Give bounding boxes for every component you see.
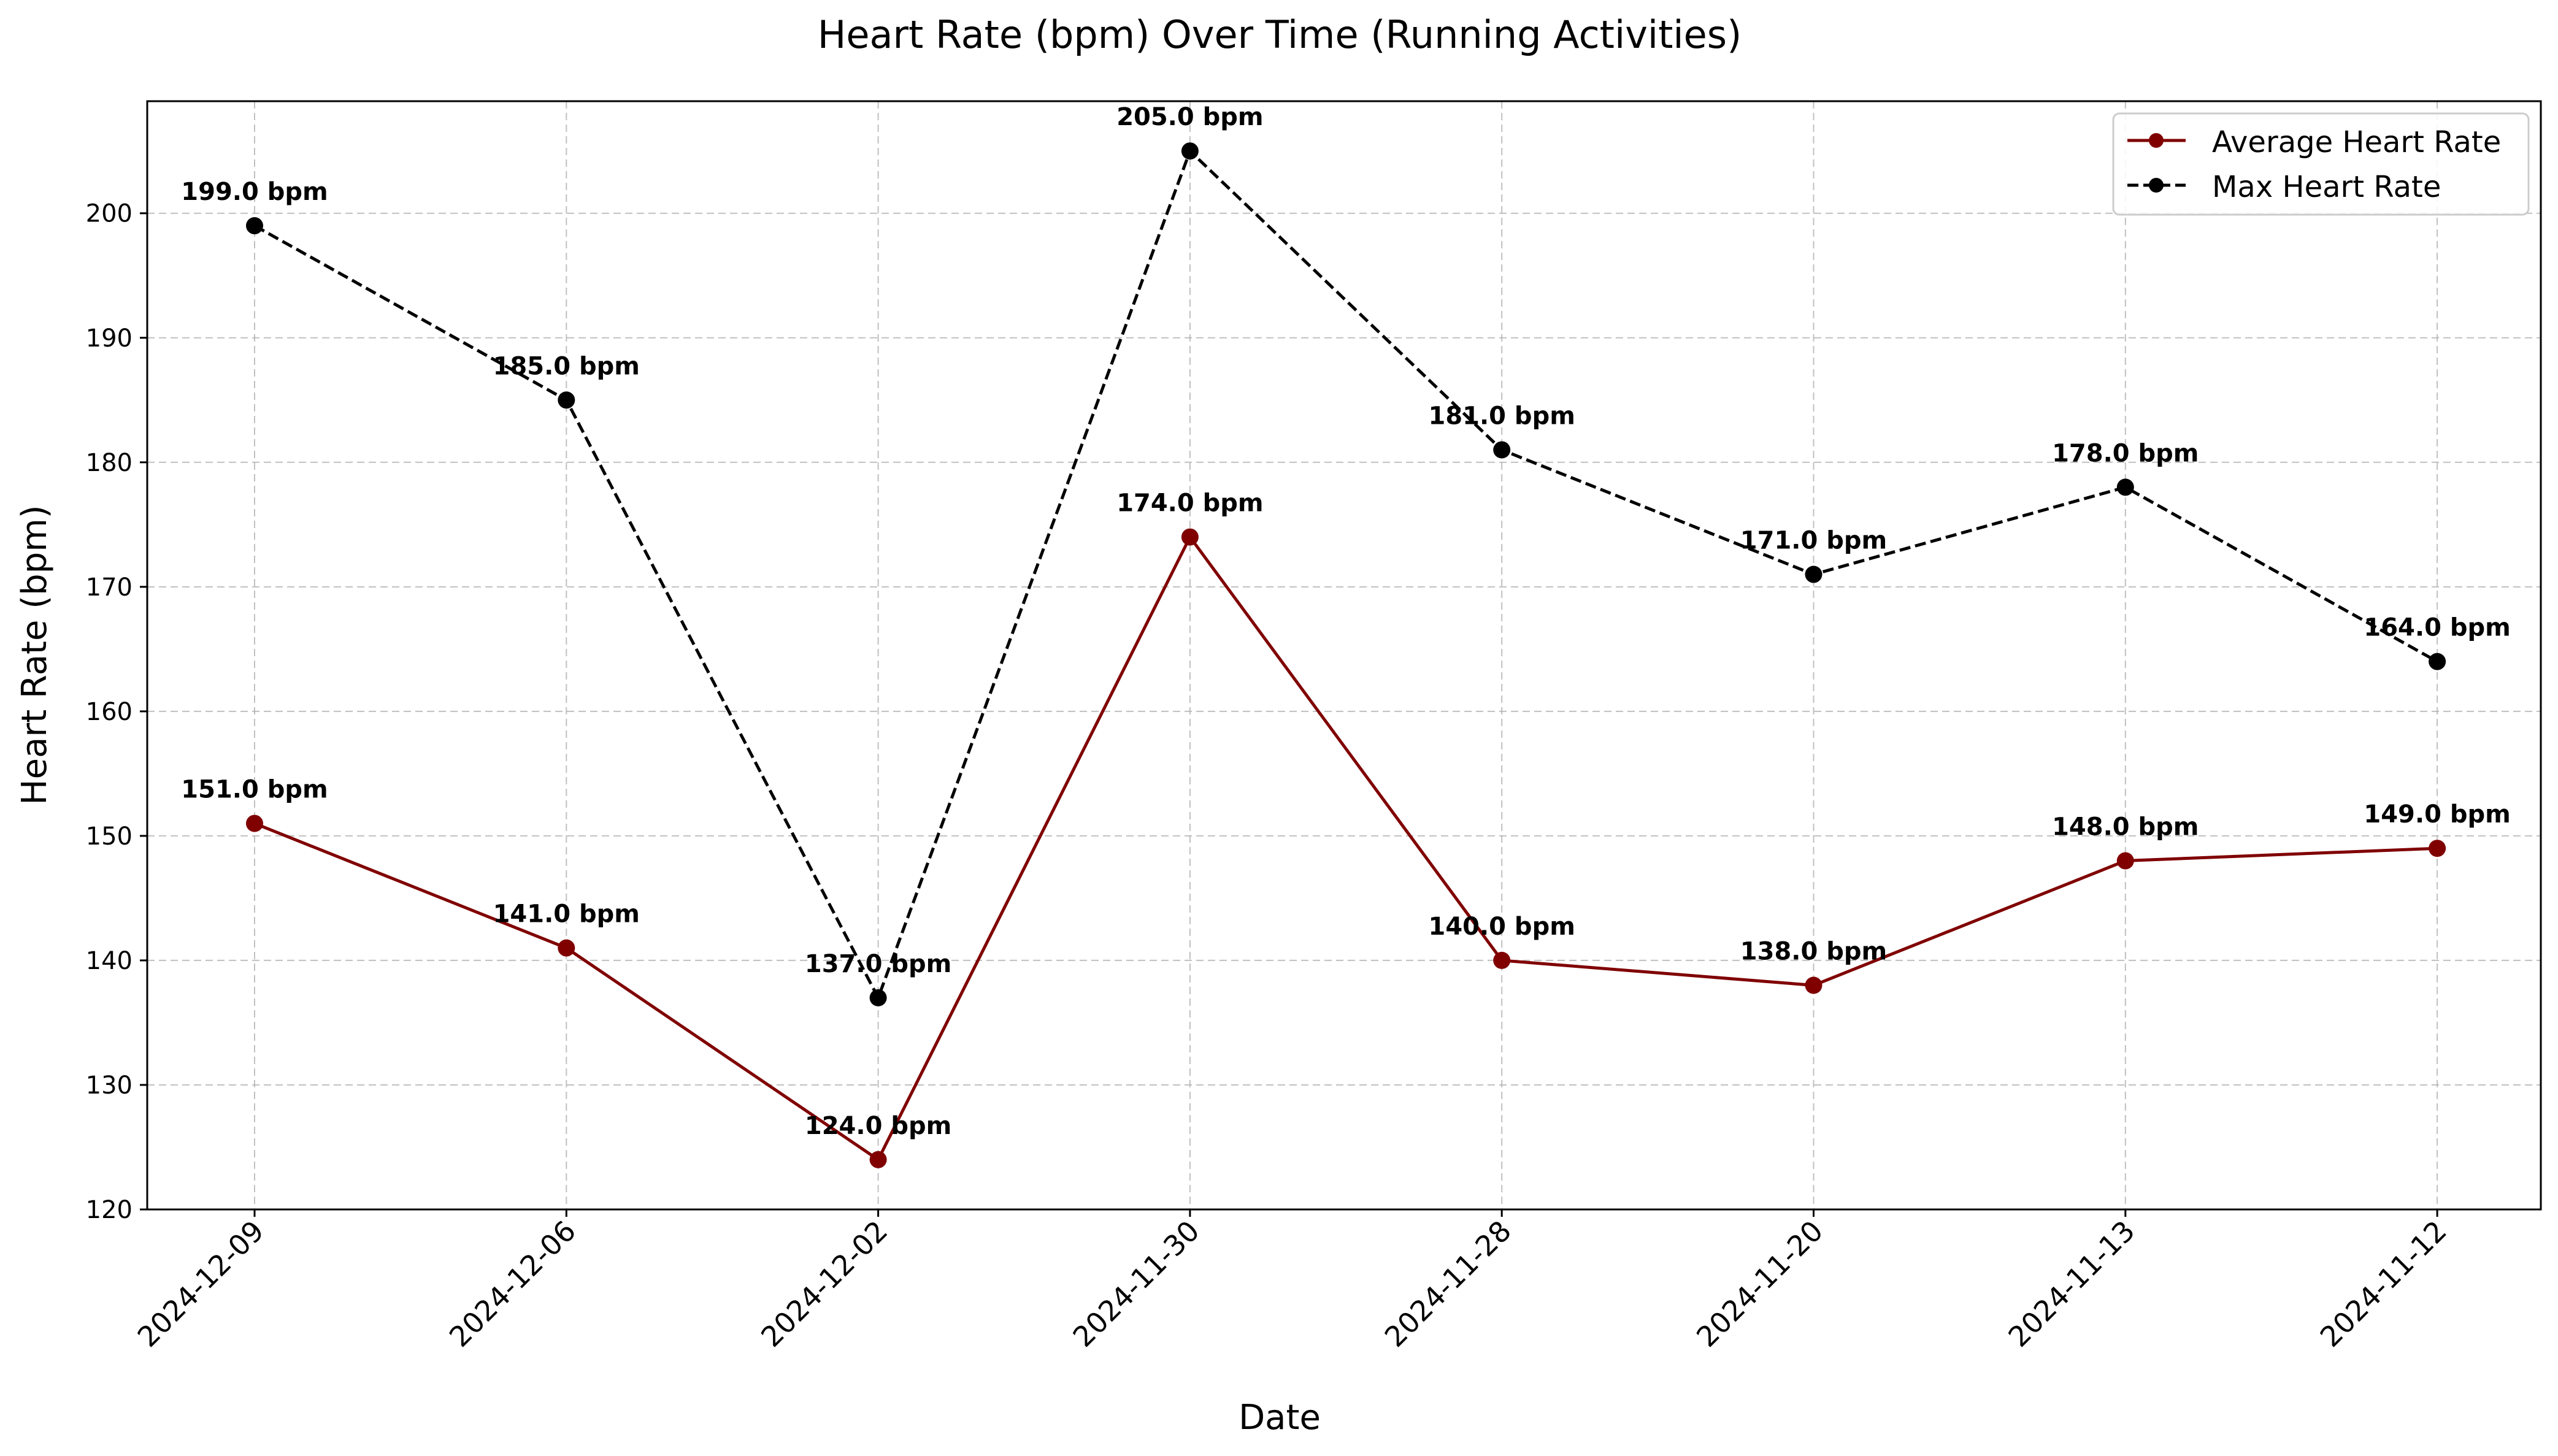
max-data-label: 178.0 bpm [2052,439,2199,467]
max-heart-rate-point [246,217,263,235]
chart-title: Heart Rate (bpm) Over Time (Running Acti… [818,12,1742,57]
y-tick-label: 140 [86,947,133,975]
plot-area-frame [146,100,2542,1211]
avg-heart-rate-point [1181,528,1199,546]
avg-heart-rate-point [1805,976,1822,994]
avg-data-label: 151.0 bpm [181,776,328,804]
avg-heart-rate-point [246,814,263,832]
max-data-label: 171.0 bpm [1740,527,1887,555]
avg-heart-rate-point [869,1151,887,1168]
max-data-label: 199.0 bpm [181,178,328,206]
max-data-label: 181.0 bpm [1428,402,1575,430]
y-tick-label: 200 [86,200,133,228]
legend-max-marker [2149,178,2164,193]
avg-heart-rate-point [2116,852,2134,870]
legend-max-label: Max Heart Rate [2212,170,2441,204]
max-data-label: 205.0 bpm [1116,103,1263,131]
legend-avg-label: Average Heart Rate [2212,125,2501,159]
max-heart-rate-point [558,391,575,409]
y-tick-label: 150 [86,822,133,851]
max-heart-rate-point [1493,441,1511,459]
avg-data-label: 141.0 bpm [493,900,640,929]
y-tick-label: 130 [86,1071,133,1100]
avg-data-label: 148.0 bpm [2052,813,2199,841]
x-axis-label: Date [1239,1398,1321,1438]
y-tick-label: 190 [86,324,133,353]
max-heart-rate-point [869,989,887,1006]
avg-heart-rate-point [558,939,575,957]
avg-data-label: 149.0 bpm [2364,800,2510,829]
legend-avg-marker [2149,133,2164,148]
avg-data-label: 140.0 bpm [1428,913,1575,941]
grid-lines [147,101,2541,1210]
avg-heart-rate-point [1493,951,1511,969]
max-data-label: 137.0 bpm [805,950,951,978]
max-heart-rate-point [1181,142,1199,160]
avg-data-label: 174.0 bpm [1116,489,1263,518]
y-axis-label: Heart Rate (bpm) [15,505,55,805]
max-data-label: 164.0 bpm [2364,614,2510,642]
series-lines [246,142,2446,1168]
max-heart-rate-point [2429,653,2446,670]
legend-box [2112,112,2530,216]
y-tick-label: 120 [86,1196,133,1224]
avg-data-label: 124.0 bpm [805,1112,951,1140]
max-data-label: 185.0 bpm [493,352,640,380]
y-tick-label: 180 [86,449,133,477]
max-heart-rate-point [1805,565,1822,583]
avg-heart-rate-point [2429,840,2446,857]
avg-heart-rate-line [254,535,2438,1162]
legend: Average Heart Rate Max Heart Rate [2112,112,2530,216]
max-heart-rate-point [2116,478,2134,496]
avg-data-label: 138.0 bpm [1740,938,1887,966]
max-heart-rate-line [253,149,2438,1000]
y-tick-label: 170 [86,573,133,602]
data-labels: 151.0 bpm 141.0 bpm 124.0 bpm 174.0 bpm 140.… [181,103,2511,1140]
y-tick-label: 160 [86,698,133,726]
